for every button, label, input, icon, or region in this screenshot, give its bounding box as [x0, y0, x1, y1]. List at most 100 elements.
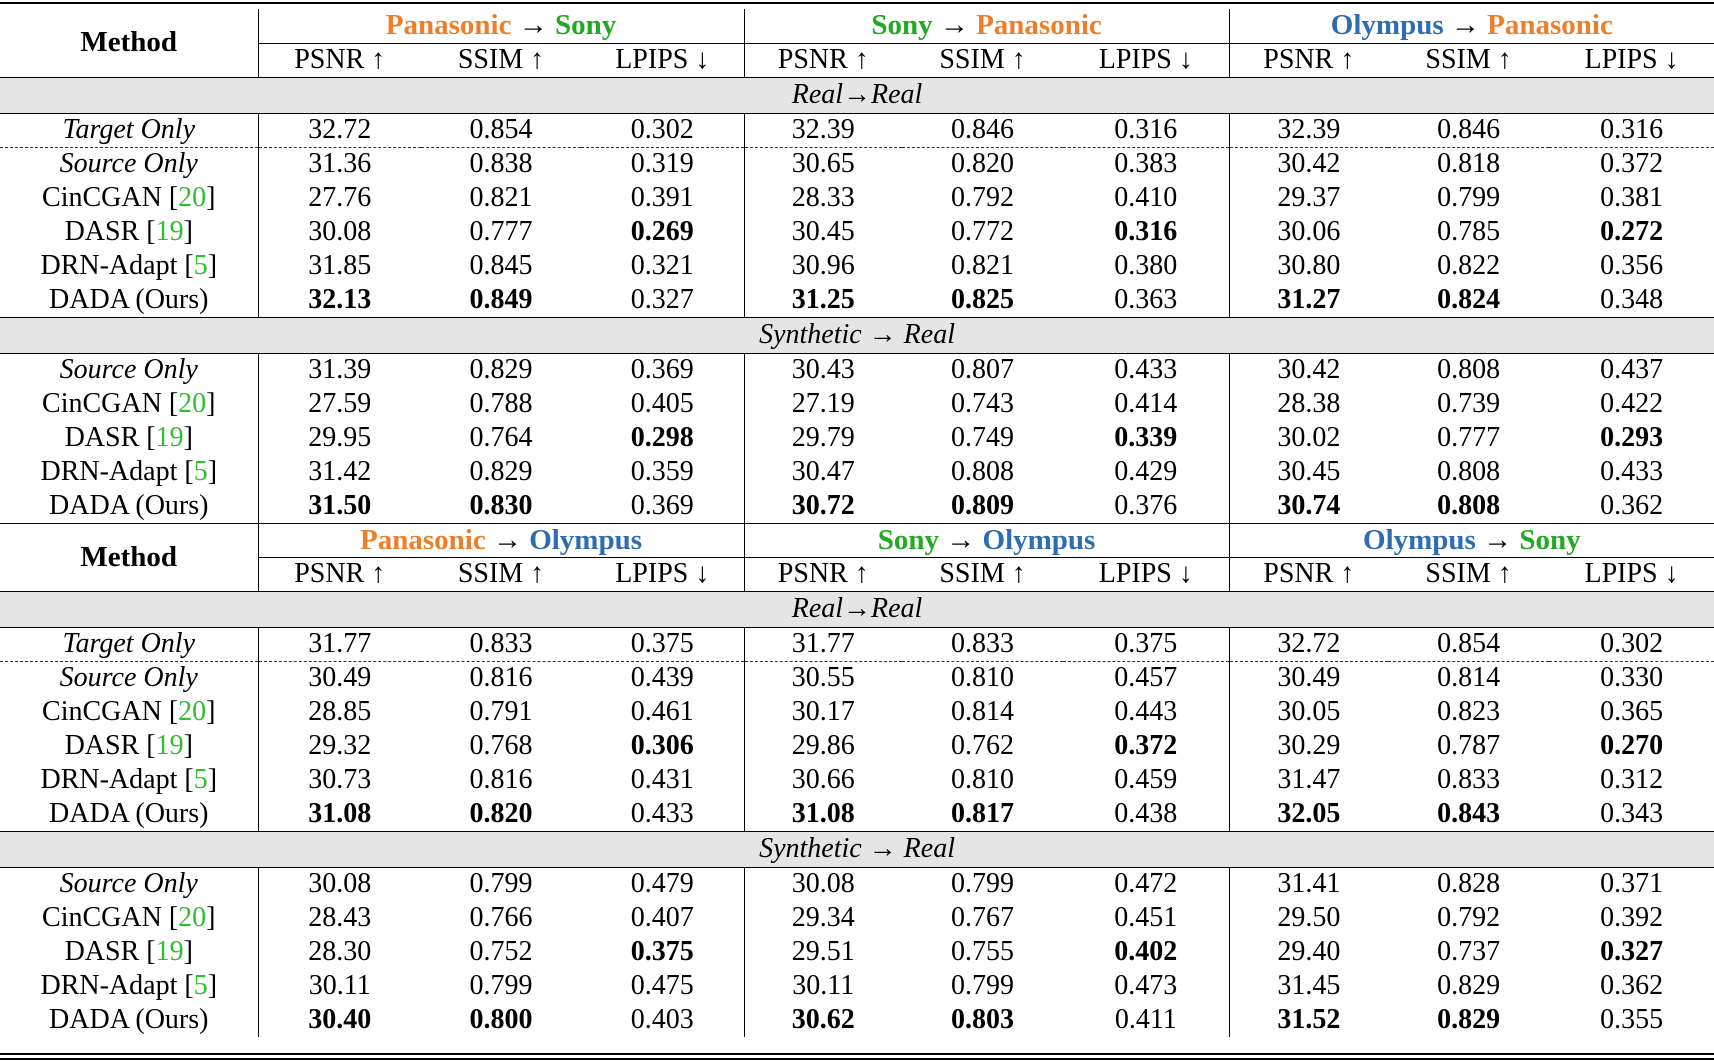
metric-value-cell: 0.429 — [1063, 455, 1230, 489]
metric-value-cell: 30.66 — [791, 764, 855, 795]
metric-value-cell: 27.59 — [308, 388, 372, 419]
results-table: Method Panasonic → Sony Sony → Panasonic Ol… — [0, 9, 1714, 1037]
metric-value-cell: 0.833 — [421, 627, 581, 662]
citation-link[interactable]: 5 — [193, 456, 208, 487]
table-row: CinCGAN [20] 28.85 0.791 0.461 30.17 0.814 0.4… — [0, 695, 1714, 729]
metric-value-cell: 0.803 — [951, 1004, 1015, 1035]
metric-value-cell: 30.08 — [308, 216, 372, 247]
metric-value-cell: 30.72 — [744, 489, 903, 524]
metric-value-cell: 0.369 — [581, 489, 745, 524]
metric-value-cell: 0.846 — [1388, 113, 1550, 148]
metric-value-cell: 0.472 — [1063, 867, 1230, 901]
source-domain: Olympus — [1363, 523, 1476, 556]
table-row: Source Only 31.36 0.838 0.319 30.65 0.820 0.38… — [0, 147, 1714, 181]
method-cell: DADA (Ours) — [0, 489, 259, 524]
metric-value-cell: 30.43 — [791, 354, 855, 386]
metric-value-cell: 30.47 — [791, 456, 855, 487]
method-name: DADA (Ours) — [49, 283, 209, 315]
section-label: Synthetic → Real — [0, 316, 1714, 354]
table-row: Source Only 30.08 0.799 0.479 30.08 0.799 0.47… — [0, 867, 1714, 901]
target-domain: Olympus — [529, 523, 643, 556]
metric-value-cell: 0.306 — [581, 729, 745, 763]
metric-value-cell: 31.50 — [258, 489, 421, 524]
metric-header: SSIM ↑ — [902, 557, 1064, 592]
metric-value-cell: 31.77 — [744, 627, 903, 662]
metric-value-cell: 0.403 — [581, 1003, 745, 1037]
metric-value-cell: 0.822 — [1437, 250, 1501, 281]
citation-link[interactable]: 19 — [155, 216, 184, 247]
metric-value-cell: 32.05 — [1277, 797, 1341, 829]
citation-link[interactable]: 20 — [178, 696, 207, 727]
source-domain: Olympus — [1330, 9, 1444, 42]
section-label: Real→Real — [0, 76, 1714, 114]
metric-value-cell: 0.799 — [469, 868, 533, 900]
citation-link[interactable]: 19 — [155, 936, 184, 967]
citation-link[interactable]: 20 — [178, 182, 207, 213]
metric-value-cell: 31.08 — [308, 797, 372, 829]
method-name: CinCGAN — [42, 696, 162, 727]
metric-value-cell: 0.821 — [469, 182, 533, 213]
section-header-row: Synthetic → Real — [0, 316, 1714, 354]
metric-value-cell: 0.809 — [902, 489, 1064, 524]
metric-value-cell: 32.13 — [308, 283, 372, 315]
metric-header: LPIPS ↓ — [1063, 557, 1230, 592]
metric-value-cell: 0.824 — [1437, 283, 1501, 315]
metric-value-cell: 0.433 — [581, 797, 745, 831]
method-cell: DASR [19] — [0, 729, 259, 763]
citation-link[interactable]: 19 — [155, 422, 184, 453]
metric-value-cell: 0.843 — [1437, 797, 1501, 829]
metric-value-cell: 0.343 — [1600, 797, 1664, 829]
method-name: CinCGAN — [42, 902, 162, 933]
method-name: Target Only — [62, 114, 196, 145]
bottom-rule — [0, 1053, 1714, 1055]
header-row-groups: Method Panasonic → Olympus Sony → Olympus O… — [0, 522, 1714, 591]
metric-value-cell: 30.73 — [308, 764, 372, 795]
metric-value-cell: 31.27 — [1277, 283, 1341, 315]
metric-value-cell: 30.08 — [308, 868, 372, 900]
citation-link[interactable]: 5 — [193, 764, 208, 795]
table-row: DRN-Adapt [5] 30.11 0.799 0.475 30.11 0.799 0.… — [0, 969, 1714, 1003]
metric-value-cell: 0.846 — [902, 113, 1064, 148]
metric-value-cell: 30.49 — [308, 662, 372, 694]
method-cell: Source Only — [0, 147, 259, 181]
arrow: → — [1443, 9, 1488, 42]
method-cell: DRN-Adapt [5] — [0, 763, 259, 797]
table-row: CinCGAN [20] 28.43 0.766 0.407 29.34 0.767 0.4… — [0, 901, 1714, 935]
method-cell: CinCGAN [20] — [0, 901, 259, 935]
table-row: DASR [19] 29.95 0.764 0.298 29.79 0.749 0.339 3… — [0, 421, 1714, 455]
method-cell: DADA (Ours) — [0, 1003, 259, 1037]
method-name: DASR — [64, 730, 140, 761]
metric-value-cell: 0.854 — [421, 113, 581, 148]
arrow: → — [932, 9, 977, 42]
domain-pair-header: Sony → Panasonic — [744, 9, 1230, 44]
metric-value-cell: 0.316 — [1549, 113, 1714, 148]
method-cell: CinCGAN [20] — [0, 387, 259, 421]
metric-value-cell: 0.830 — [421, 489, 581, 524]
method-cell: DADA (Ours) — [0, 283, 259, 317]
citation-link[interactable]: 5 — [193, 970, 208, 1001]
table-row: DRN-Adapt [5] 31.42 0.829 0.359 30.47 0.808 0.… — [0, 455, 1714, 489]
metric-value-cell: 0.443 — [1063, 695, 1230, 729]
metric-value-cell: 29.37 — [1277, 182, 1341, 213]
source-domain: Sony — [871, 9, 933, 42]
citation-link[interactable]: 5 — [193, 250, 208, 281]
citation-link[interactable]: 19 — [155, 730, 184, 761]
target-domain: Olympus — [982, 523, 1096, 556]
table-row: CinCGAN [20] 27.76 0.821 0.391 28.33 0.792 0.4… — [0, 181, 1714, 215]
metric-value-cell: 30.17 — [791, 696, 855, 727]
metric-value-cell: 0.457 — [1063, 661, 1230, 695]
metric-header: SSIM ↑ — [1388, 43, 1550, 78]
metric-value-cell: 0.808 — [951, 456, 1015, 487]
metric-value-cell: 32.39 — [1229, 113, 1389, 148]
metric-value-cell: 30.02 — [1277, 422, 1341, 453]
metric-header: LPIPS ↓ — [1549, 43, 1714, 78]
metric-value-cell: 0.743 — [951, 388, 1015, 419]
citation-link[interactable]: 20 — [178, 902, 207, 933]
citation-link[interactable]: 20 — [178, 388, 207, 419]
metric-value-cell: 0.767 — [951, 902, 1015, 933]
metric-value-cell: 0.833 — [902, 627, 1064, 662]
metric-value-cell: 30.11 — [792, 970, 855, 1001]
method-cell: Target Only — [0, 627, 259, 662]
method-name: DRN-Adapt — [40, 764, 178, 795]
metric-value-cell: 0.321 — [581, 249, 745, 283]
